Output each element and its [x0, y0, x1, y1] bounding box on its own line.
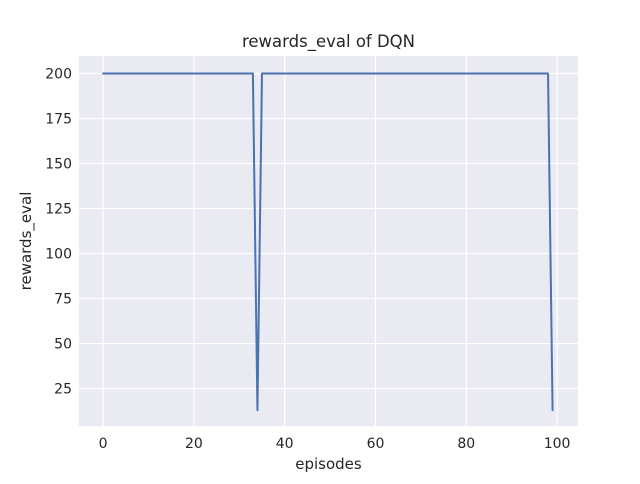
- x-tick-label: 100: [544, 436, 571, 452]
- y-tick-label: 175: [45, 111, 72, 127]
- x-tick-label: 20: [185, 436, 203, 452]
- y-tick-label: 100: [45, 247, 72, 263]
- x-tick-label: 80: [457, 436, 475, 452]
- x-tick-label: 0: [99, 436, 108, 452]
- y-tick-label: 125: [45, 202, 72, 218]
- x-axis-label: episodes: [295, 455, 362, 473]
- x-tick-label: 60: [367, 436, 385, 452]
- y-tick-label: 150: [45, 156, 72, 172]
- series-line: [102, 72, 554, 412]
- y-tick-label: 25: [54, 382, 72, 398]
- plot-background: [79, 56, 578, 426]
- y-tick-label: 50: [54, 337, 72, 353]
- chart-title: rewards_eval of DQN: [241, 32, 416, 51]
- x-tick-label: 40: [276, 436, 294, 452]
- y-axis-label: rewards_eval: [17, 191, 35, 291]
- y-tick-label: 75: [54, 292, 72, 308]
- y-tick-label: 200: [45, 66, 72, 82]
